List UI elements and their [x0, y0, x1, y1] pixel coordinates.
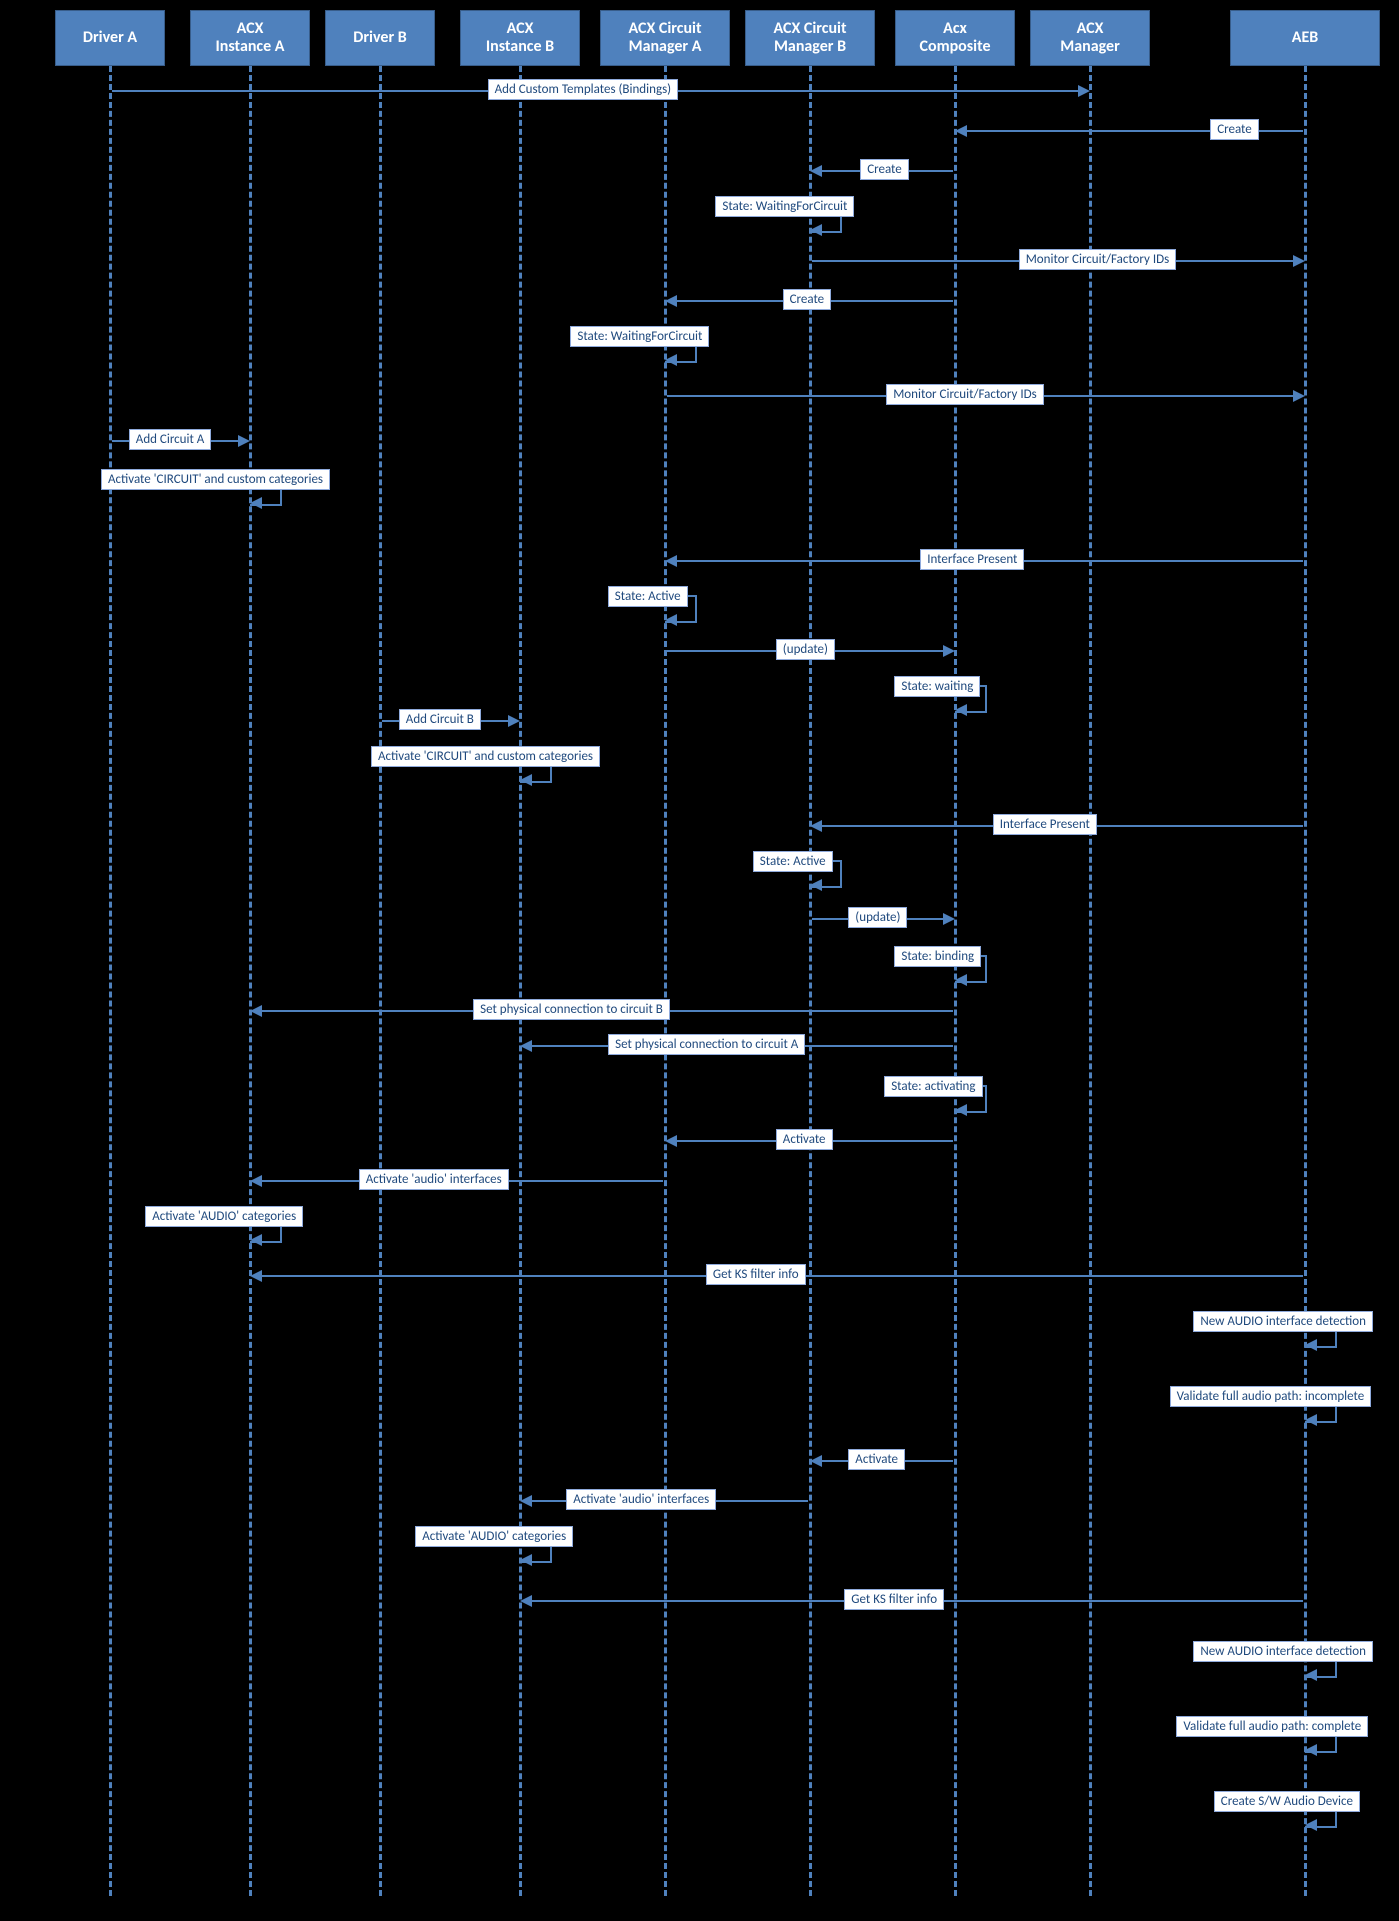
arrowhead-icon: [943, 645, 955, 657]
message-label: Create: [783, 289, 832, 310]
message-label: (update): [848, 907, 907, 928]
arrowhead-icon: [520, 1040, 532, 1052]
arrowhead-icon: [250, 497, 262, 509]
message-label: Add Circuit B: [399, 709, 481, 730]
arrowhead-icon: [250, 1234, 262, 1246]
message-label: Activate 'audio' interfaces: [566, 1489, 716, 1510]
arrowhead-icon: [1293, 390, 1305, 402]
message-label: Create: [860, 159, 909, 180]
message-label: Set physical connection to circuit A: [608, 1034, 805, 1055]
participant-cmA: ACX CircuitManager A: [600, 10, 730, 66]
arrowhead-icon: [238, 435, 250, 447]
participant-driverB: Driver B: [325, 10, 435, 66]
participant-driverA: Driver A: [55, 10, 165, 66]
arrowhead-icon: [1305, 1414, 1317, 1426]
message-label: State: waiting: [894, 676, 980, 697]
arrowhead-icon: [250, 1270, 262, 1282]
arrowhead-icon: [943, 913, 955, 925]
arrowhead-icon: [1293, 255, 1305, 267]
message-label: State: binding: [894, 946, 981, 967]
arrowhead-icon: [520, 1495, 532, 1507]
message-label: State: WaitingForCircuit: [570, 326, 709, 347]
message-label: New AUDIO interface detection: [1193, 1311, 1373, 1332]
message-label: State: Active: [753, 851, 833, 872]
message-label: Get KS filter info: [706, 1264, 806, 1285]
message-label: Add Custom Templates (Bindings): [488, 79, 679, 100]
participant-instA: ACXInstance A: [190, 10, 310, 66]
message-label: Activate 'CIRCUIT' and custom categories: [101, 469, 330, 490]
arrowhead-icon: [1305, 1669, 1317, 1681]
message-label: Activate 'CIRCUIT' and custom categories: [371, 746, 600, 767]
lifeline-instB: [519, 66, 522, 1896]
message-label: Activate 'AUDIO' categories: [415, 1526, 573, 1547]
arrowhead-icon: [665, 555, 677, 567]
message-label: Interface Present: [993, 814, 1097, 835]
arrowhead-icon: [665, 295, 677, 307]
arrowhead-icon: [1305, 1339, 1317, 1351]
arrowhead-icon: [665, 1135, 677, 1147]
arrowhead-icon: [508, 715, 520, 727]
lifeline-driverB: [379, 66, 382, 1896]
message-label: Activate: [776, 1129, 833, 1150]
message-label: Activate: [848, 1449, 905, 1470]
participant-cmB: ACX CircuitManager B: [745, 10, 875, 66]
message-label: Set physical connection to circuit B: [473, 999, 670, 1020]
arrowhead-icon: [520, 1554, 532, 1566]
message-label: State: Active: [608, 586, 688, 607]
arrowhead-icon: [955, 125, 967, 137]
arrowhead-icon: [810, 1455, 822, 1467]
message-label: Monitor Circuit/Factory IDs: [1019, 249, 1177, 270]
participant-mgr: ACXManager: [1030, 10, 1150, 66]
participant-instB: ACXInstance B: [460, 10, 580, 66]
message-label: Create S/W Audio Device: [1214, 1791, 1360, 1812]
participant-aeb: AEB: [1230, 10, 1380, 66]
message-label: Activate 'audio' interfaces: [359, 1169, 509, 1190]
message-label: Activate 'AUDIO' categories: [145, 1206, 303, 1227]
lifeline-instA: [249, 66, 252, 1896]
message-label: Validate full audio path: complete: [1176, 1716, 1368, 1737]
lifeline-driverA: [109, 66, 112, 1896]
arrowhead-icon: [1305, 1819, 1317, 1831]
message-label: Create: [1210, 119, 1259, 140]
lifeline-mgr: [1089, 66, 1092, 1896]
arrowhead-icon: [250, 1005, 262, 1017]
arrowhead-icon: [520, 774, 532, 786]
arrowhead-icon: [955, 704, 967, 716]
message-label: State: WaitingForCircuit: [715, 196, 854, 217]
sequence-diagram-canvas: Driver A ACXInstance A Driver B ACXInstance…: [0, 0, 1399, 1921]
arrowhead-icon: [955, 1104, 967, 1116]
message-label: State: activating: [884, 1076, 982, 1097]
arrowhead-icon: [520, 1595, 532, 1607]
arrowhead-icon: [1305, 1744, 1317, 1756]
arrowhead-icon: [665, 614, 677, 626]
arrowhead-icon: [1078, 85, 1090, 97]
arrowhead-icon: [665, 354, 677, 366]
message-label: New AUDIO interface detection: [1193, 1641, 1373, 1662]
message-label: Add Circuit A: [129, 429, 212, 450]
message-label: Monitor Circuit/Factory IDs: [886, 384, 1044, 405]
arrowhead-icon: [810, 820, 822, 832]
message-label: Interface Present: [920, 549, 1024, 570]
participant-comp: AcxComposite: [895, 10, 1015, 66]
message-label: Get KS filter info: [844, 1589, 944, 1610]
arrowhead-icon: [810, 224, 822, 236]
lifeline-aeb: [1304, 66, 1307, 1896]
arrowhead-icon: [810, 879, 822, 891]
arrowhead-icon: [810, 165, 822, 177]
lifeline-cmB: [809, 66, 812, 1896]
message-label: Validate full audio path: incomplete: [1170, 1386, 1372, 1407]
arrowhead-icon: [250, 1175, 262, 1187]
arrowhead-icon: [955, 974, 967, 986]
message-label: (update): [776, 639, 835, 660]
